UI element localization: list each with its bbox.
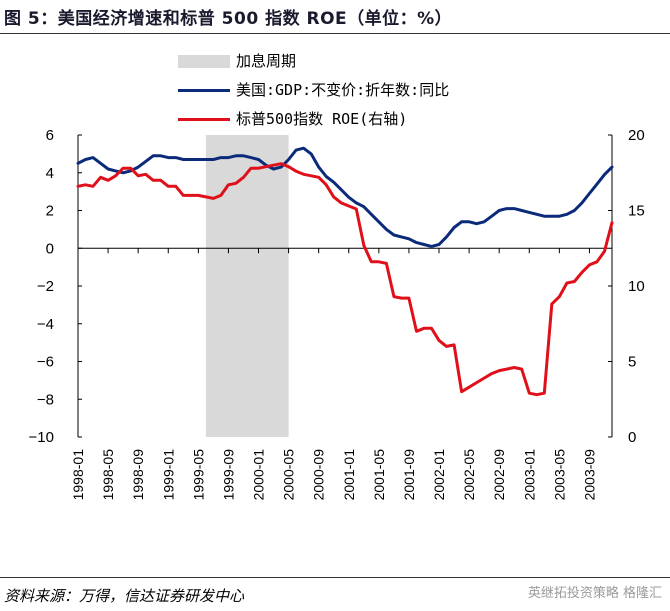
x-tick-label: 1998-01 (70, 449, 86, 501)
x-tick-label: 2002-01 (431, 449, 447, 501)
x-tick-label: 1999-09 (220, 449, 236, 501)
x-tick-label: 2001-09 (401, 449, 417, 501)
right-tick-label: 0 (628, 429, 636, 446)
x-tick-label: 1998-09 (130, 449, 146, 501)
x-tick-label: 1998-05 (100, 449, 116, 501)
left-tick-label: 0 (46, 240, 54, 257)
chart-title: 图 5：美国经济增速和标普 500 指数 ROE（单位：%） (4, 9, 453, 29)
watermark: 英继拓投资策略 格隆汇 (527, 586, 662, 601)
left-tick-label: 6 (46, 127, 54, 144)
left-tick-label: −4 (37, 316, 54, 333)
x-tick-label: 2000-01 (251, 449, 267, 501)
legend-swatch-shade (178, 55, 230, 68)
x-tick-label: 2003-05 (551, 449, 567, 501)
left-tick-label: −8 (37, 391, 54, 408)
source-divider (0, 577, 670, 578)
series-layer (76, 146, 614, 397)
x-tick-label: 2003-09 (581, 449, 597, 501)
right-tick-label: 20 (628, 127, 645, 144)
left-tick-label: 2 (46, 203, 54, 220)
gdp-series-line (76, 146, 614, 248)
x-tick-label: 2000-05 (281, 449, 297, 501)
left-tick-label: −2 (37, 278, 54, 295)
x-tick-label: 2001-05 (371, 449, 387, 501)
roe-series-line (76, 162, 614, 397)
left-tick-label: −6 (37, 354, 54, 371)
source-note: 资料来源：万得，信达证券研发中心 (4, 587, 245, 605)
right-tick-label: 10 (628, 278, 645, 295)
left-tick-label: 4 (46, 165, 54, 182)
x-tick-label: 2002-09 (491, 449, 507, 501)
legend-label-gdp: 美国:GDP:不变价:折年数:同比 (236, 81, 450, 99)
x-tick-label: 2003-01 (521, 449, 537, 501)
right-tick-label: 5 (628, 354, 636, 371)
x-tick-label: 2001-01 (341, 449, 357, 501)
right-tick-label: 15 (628, 203, 645, 220)
left-tick-label: −10 (29, 429, 54, 446)
legend-label-shade: 加息周期 (236, 52, 297, 70)
x-tick-label: 1999-01 (160, 449, 176, 501)
legend-label-roe: 标普500指数 ROE(右轴) (236, 110, 408, 128)
shade-layer (205, 135, 289, 437)
x-tick-label: 2000-09 (311, 449, 327, 501)
legend-swatch-roe (178, 118, 230, 121)
shade-band (205, 135, 289, 437)
title-divider (0, 33, 670, 34)
x-tick-label: 2002-05 (461, 449, 477, 501)
x-tick-label: 1999-05 (190, 449, 206, 501)
legend-swatch-gdp (178, 89, 230, 92)
